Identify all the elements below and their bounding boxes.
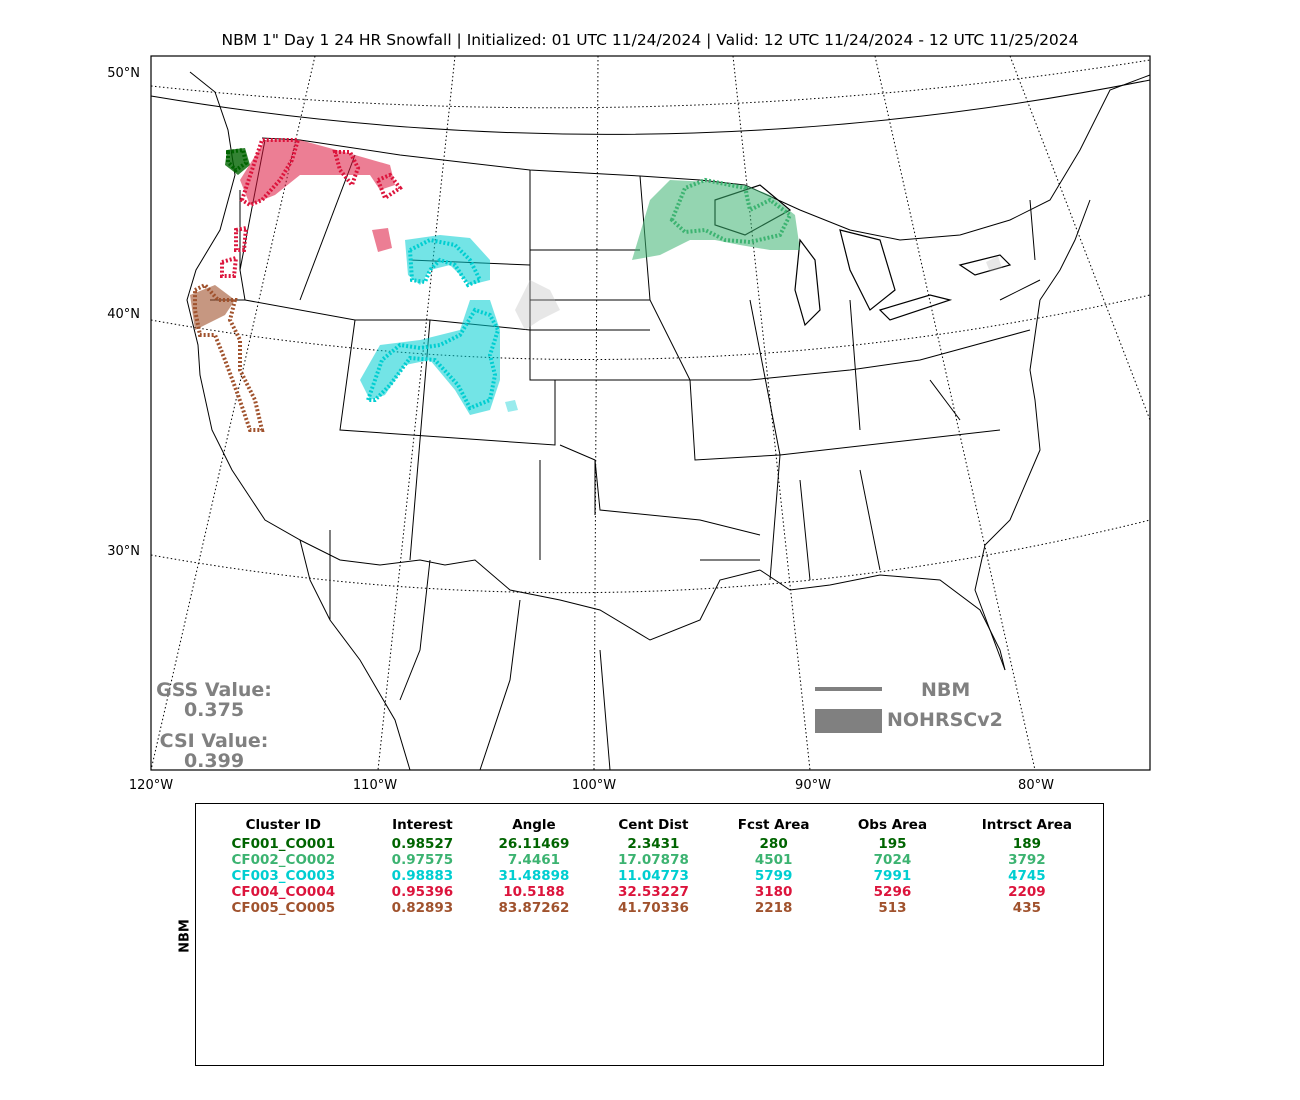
table-cell: 0.97575	[391, 852, 454, 868]
table-row: CF005_CO005 0.82893 83.87262 41.70336 2218 51…	[196, 900, 1103, 916]
csi-label: CSI Value:	[159, 730, 269, 752]
legend-forecast-label: NBM	[921, 679, 971, 701]
table-cell: 26.11469	[498, 836, 570, 852]
table-cell: CF005_CO005	[231, 900, 336, 916]
table-row: CF003_CO003 0.98883 31.48898 11.04773 5799 79…	[196, 868, 1103, 884]
table-cell: CF001_CO001	[231, 836, 336, 852]
gss-value: 0.375	[183, 699, 245, 721]
header-fcst-area: Fcst Area	[737, 817, 810, 833]
table-cell: 7024	[873, 852, 912, 868]
table-cell: CF003_CO003	[231, 868, 336, 884]
table-row: CF004_CO004 0.95396 10.5188 32.53227 3180 529…	[196, 884, 1103, 900]
table-cell: 3180	[754, 884, 793, 900]
table-cell: 41.70336	[617, 900, 689, 916]
chart-title: NBM 1" Day 1 24 HR Snowfall | Initialize…	[221, 31, 1079, 49]
header-cent-dist: Cent Dist	[618, 817, 689, 833]
lon-label-110: 110°W	[352, 778, 398, 793]
table-cell: 0.98527	[391, 836, 454, 852]
table-cell: 4501	[754, 852, 793, 868]
graticule	[150, 55, 1151, 771]
table-cell: 5296	[873, 884, 912, 900]
table-cell: 0.82893	[391, 900, 454, 916]
table-cell: 195	[878, 836, 907, 852]
table-cell: 17.07878	[617, 852, 689, 868]
table-cell: CF004_CO004	[231, 884, 336, 900]
table-cell: 4745	[1008, 868, 1046, 884]
gss-stat: GSS Value: 0.375	[150, 680, 278, 720]
stats-table-panel: Cluster ID Interest Angle Cent Dist Fcst…	[195, 803, 1104, 1066]
table-cell: 0.98883	[391, 868, 454, 884]
header-intrsct-area: Intrsct Area	[981, 817, 1073, 833]
gss-label: GSS Value:	[156, 679, 272, 701]
map-panel	[150, 55, 1151, 771]
csi-value: 0.399	[183, 750, 245, 772]
table-row: CF002_CO002 0.97575 7.4461 17.07878 4501 7024…	[196, 852, 1103, 868]
lon-label-80: 80°W	[1018, 778, 1054, 793]
lat-label-50: 50°N	[107, 66, 140, 81]
table-cell: 2218	[754, 900, 793, 916]
table-cell: 31.48898	[498, 868, 570, 884]
header-interest: Interest	[392, 817, 453, 833]
table-cell: 83.87262	[498, 900, 570, 916]
table-cell: 435	[1012, 900, 1041, 916]
table-cell: 7991	[873, 868, 912, 884]
table-cell: 32.53227	[617, 884, 689, 900]
table-row: CF001_CO001 0.98527 26.11469 2.3431 280 195 18…	[196, 836, 1103, 852]
lat-label-30: 30°N	[107, 544, 140, 559]
lon-label-100: 100°W	[571, 778, 617, 793]
great-lakes	[714, 184, 1012, 327]
lat-label-40: 40°N	[107, 307, 140, 322]
csi-stat: CSI Value: 0.399	[150, 731, 278, 771]
table-cell: 513	[878, 900, 907, 916]
table-side-label: NBM	[177, 919, 193, 953]
stats-table: Cluster ID Interest Angle Cent Dist Fcst…	[196, 814, 1103, 916]
lon-label-120: 120°W	[128, 778, 174, 793]
header-cluster-id: Cluster ID	[245, 817, 321, 833]
table-cell: 5799	[754, 868, 793, 884]
lon-label-90: 90°W	[795, 778, 831, 793]
table-cell: 189	[1012, 836, 1041, 852]
table-cell: 11.04773	[617, 868, 689, 884]
header-obs-area: Obs Area	[857, 817, 928, 833]
table-cell: 7.4461	[507, 852, 561, 868]
table-cell: 3792	[1008, 852, 1046, 868]
table-cell: 10.5188	[503, 884, 565, 900]
table-cell: 0.95396	[391, 884, 454, 900]
table-cell: CF002_CO002	[231, 852, 336, 868]
table-cell: 2209	[1008, 884, 1046, 900]
table-cell: 2.3431	[627, 836, 680, 852]
legend-observed-label: NOHRSCv2	[887, 709, 1003, 731]
forecast-contours	[193, 138, 793, 432]
table-header-row: Cluster ID Interest Angle Cent Dist Fcst…	[196, 814, 1103, 836]
table-cell: 280	[759, 836, 788, 852]
legend-observed-swatch	[815, 709, 882, 733]
header-angle: Angle	[512, 817, 556, 833]
boundaries	[186, 71, 1151, 771]
